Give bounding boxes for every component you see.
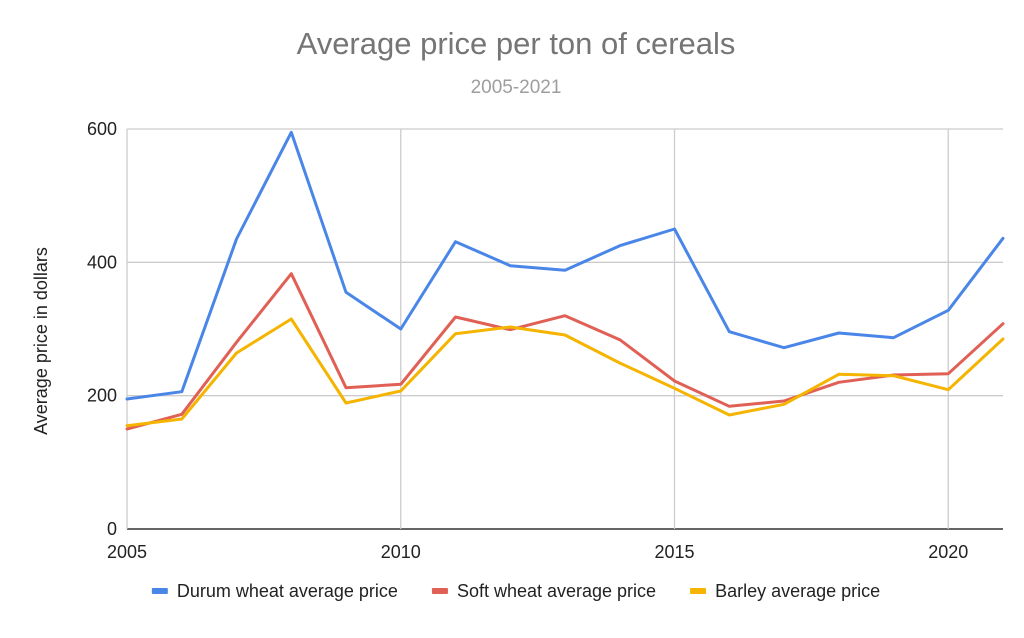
y-tick-label: 200 (87, 386, 117, 406)
x-tick-label: 2015 (654, 542, 694, 562)
y-axis-ticks: 0 200 400 600 (87, 119, 117, 539)
legend-item: Barley average price (690, 581, 880, 601)
legend-swatch (690, 588, 707, 594)
legend-swatch (151, 588, 168, 594)
x-tick-label: 2020 (928, 542, 968, 562)
legend-item: Durum wheat average price (151, 581, 398, 601)
chart-subtitle: 2005-2021 (471, 77, 562, 98)
chart-title: Average price per ton of cereals (297, 26, 736, 61)
legend-swatch (431, 588, 448, 594)
y-tick-label: 400 (87, 252, 117, 272)
series-lines (125, 130, 1005, 431)
legend-label: Barley average price (715, 581, 880, 601)
series-line-3 (125, 317, 1005, 428)
y-tick-label: 600 (87, 119, 117, 139)
x-tick-label: 2010 (381, 542, 421, 562)
series-line-2 (125, 272, 1005, 431)
x-axis-ticks: 2005 2010 2015 2020 (107, 542, 968, 562)
gridlines (126, 128, 1003, 530)
y-tick-label: 0 (107, 519, 117, 539)
legend-label: Soft wheat average price (457, 581, 656, 601)
legend-label: Durum wheat average price (177, 581, 398, 601)
legend: Durum wheat average price Soft wheat aver… (151, 581, 880, 601)
legend-item: Soft wheat average price (431, 581, 656, 601)
series-line-1 (125, 130, 1005, 401)
y-axis-title: Average price in dollars (31, 247, 51, 435)
x-tick-label: 2005 (107, 542, 147, 562)
